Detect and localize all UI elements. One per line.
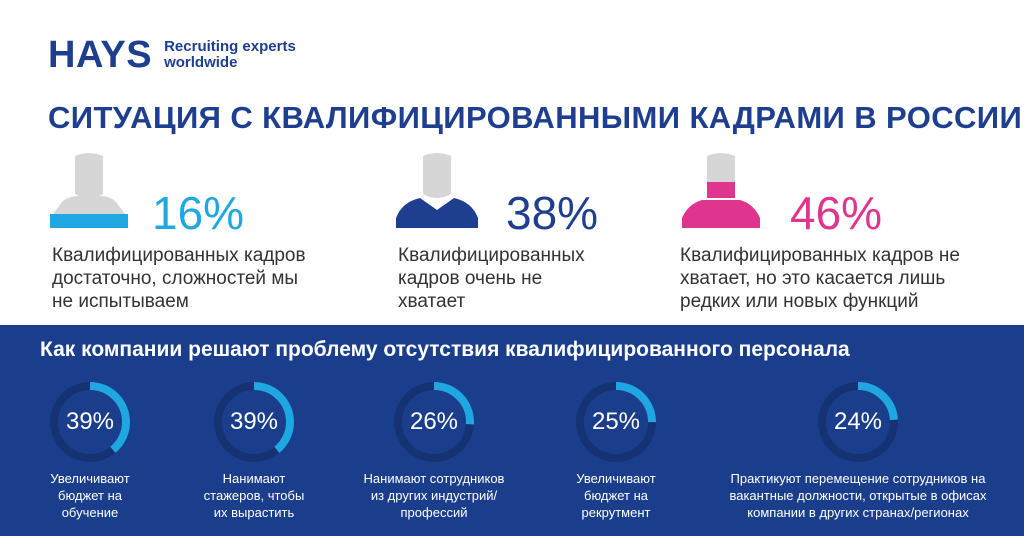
solution-desc-line: их вырастить <box>213 505 295 520</box>
stat-description: Квалифицированных кадров очень не хватае… <box>398 244 698 313</box>
person-icon <box>396 153 478 228</box>
logo-tagline-line-2: worldwide <box>164 54 238 71</box>
progress-ring <box>394 382 474 462</box>
stat-desc-line: достаточно, сложностей мы <box>52 268 299 289</box>
solution-desc-line: бюджет на <box>58 488 122 503</box>
solution-desc-line: Увеличивают <box>576 471 656 486</box>
logo-tagline-line-1: Recruiting experts <box>164 38 296 55</box>
progress-ring <box>576 382 656 462</box>
solutions-band: Как компании решают проблему отсутствия … <box>0 325 1024 536</box>
stat-desc-line: редких или новых функций <box>680 291 919 312</box>
solution-description: Увеличивают бюджет на рекрутмент <box>536 470 696 521</box>
progress-ring <box>50 382 130 462</box>
stat-percent: 16% <box>152 187 245 239</box>
person-icon <box>682 153 760 228</box>
solution-desc-line: Практикуют перемещение сотрудников на <box>730 471 986 486</box>
solution-description: Практикуют перемещение сотрудников на ва… <box>696 470 1020 521</box>
solution-desc-line: из других индустрий/ <box>370 488 498 503</box>
stat-desc-line: хватает, но это касается лишь <box>680 268 946 289</box>
progress-ring <box>214 382 294 462</box>
stat-desc-line: кадров очень не <box>398 268 543 289</box>
solution-desc-line: вакантные должности, открытые в офисах <box>729 488 987 503</box>
stat-desc-line: Квалифицированных кадров <box>52 245 306 266</box>
logo-brand: HAYS <box>48 34 153 76</box>
solution-ring: 25% <box>572 378 660 466</box>
solution-desc-line: профессий <box>400 505 468 520</box>
logo-tagline: Recruiting experts worldwide <box>164 39 296 71</box>
solution-desc-line: обучение <box>61 505 119 520</box>
stat-desc-line: не испытываем <box>52 291 189 312</box>
stat-desc-line: Квалифицированных <box>398 245 585 266</box>
ring-percent: 25% <box>591 408 641 435</box>
stat-description: Квалифицированных кадров не хватает, но … <box>680 244 980 313</box>
stat-desc-line: Квалифицированных кадров не <box>680 245 960 266</box>
solution-description: Нанимают сотрудников из других индустрий… <box>344 470 524 521</box>
solution-desc-line: Увеличивают <box>50 471 130 486</box>
solution-ring: 39% <box>210 378 298 466</box>
page-title: СИТУАЦИЯ С КВАЛИФИЦИРОВАННЫМИ КАДРАМИ В … <box>48 100 1023 135</box>
solution-ring: 39% <box>46 378 134 466</box>
ring-percent: 26% <box>409 408 459 435</box>
solution-ring: 26% <box>390 378 478 466</box>
solution-desc-line: Нанимают сотрудников <box>363 471 505 486</box>
solution-desc-line: бюджет на <box>584 488 648 503</box>
ring-percent: 39% <box>65 408 115 435</box>
ring-percent: 39% <box>229 408 279 435</box>
solutions-title: Как компании решают проблему отсутствия … <box>40 338 850 361</box>
solution-desc-line: Нанимают <box>222 471 286 486</box>
stat-percent: 38% <box>506 187 599 239</box>
solution-description: Увеличивают бюджет на обучение <box>10 470 170 521</box>
solution-desc-line: стажеров, чтобы <box>203 488 305 503</box>
solution-desc-line: рекрутмент <box>581 505 651 520</box>
stat-description: Квалифицированных кадров достаточно, сло… <box>52 244 352 313</box>
solution-desc-line: компании в других странах/регионах <box>747 505 969 520</box>
ring-percent: 24% <box>833 408 883 435</box>
progress-ring <box>818 382 898 462</box>
stat-percent: 46% <box>790 187 883 239</box>
solution-description: Нанимают стажеров, чтобы их вырастить <box>174 470 334 521</box>
stat-desc-line: хватает <box>398 291 466 312</box>
solution-ring: 24% <box>814 378 902 466</box>
hays-logo: HAYS Recruiting experts worldwide <box>48 36 296 74</box>
person-icon <box>50 153 128 228</box>
